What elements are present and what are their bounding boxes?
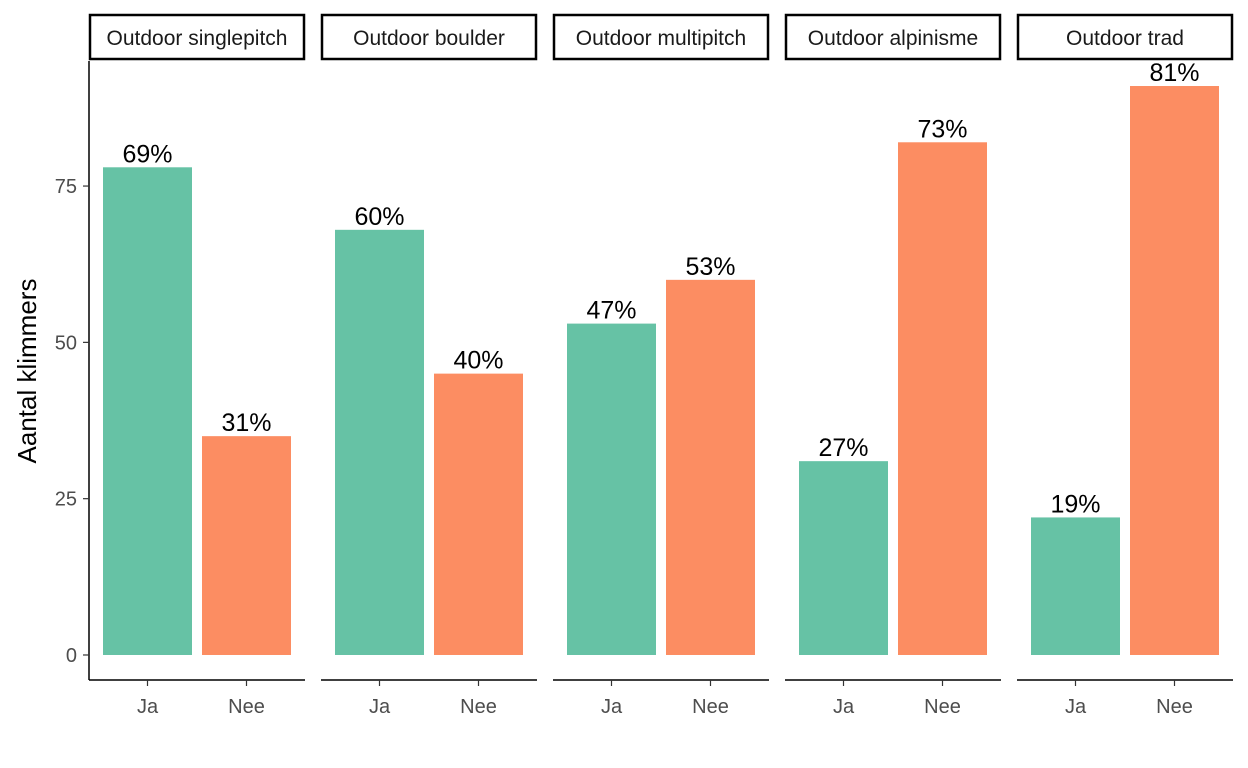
- y-tick-label: 50: [55, 332, 77, 354]
- bar-ja: [799, 461, 888, 655]
- facet-panel: Outdoor trad 19% Ja 81% Nee: [1016, 13, 1234, 718]
- facet-panel: Outdoor multipitch 47% Ja 53% Nee: [552, 13, 770, 718]
- x-tick-label: Nee: [460, 696, 497, 718]
- x-tick-label: Ja: [601, 696, 623, 718]
- y-axis-title: Aantal klimmers: [12, 279, 42, 464]
- bar-value-label: 53%: [685, 253, 735, 281]
- bar-value-label: 69%: [122, 140, 172, 168]
- bar-nee: [434, 373, 523, 655]
- bar-value-label: 47%: [586, 297, 636, 325]
- bar-ja: [1031, 517, 1120, 655]
- x-tick-label: Nee: [1156, 696, 1193, 718]
- x-tick-label: Nee: [924, 696, 961, 718]
- facet-strip-label: Outdoor trad: [1066, 27, 1184, 50]
- bar-value-label: 73%: [917, 115, 967, 143]
- bar-nee: [898, 142, 987, 655]
- bar-nee: [1130, 86, 1219, 655]
- x-tick-label: Nee: [228, 696, 265, 718]
- bar-value-label: 40%: [453, 347, 503, 375]
- bar-ja: [567, 323, 656, 655]
- x-tick-label: Ja: [1065, 696, 1087, 718]
- facet-panel: Outdoor alpinisme 27% Ja 73% Nee: [784, 13, 1002, 718]
- bar-nee: [202, 436, 291, 655]
- x-tick-label: Nee: [692, 696, 729, 718]
- y-tick-label: 75: [55, 176, 77, 198]
- facet-panel: Outdoor boulder 60% Ja 40% Nee: [320, 13, 538, 718]
- facet-strip-label: Outdoor multipitch: [576, 27, 746, 50]
- facet-strip: [784, 13, 1002, 61]
- x-tick-label: Ja: [137, 696, 159, 718]
- bar-value-label: 31%: [221, 409, 271, 437]
- bar-ja: [103, 167, 192, 655]
- facet-strip: [88, 13, 306, 61]
- bar-ja: [335, 229, 424, 655]
- facet-strip-label: Outdoor singlepitch: [107, 27, 288, 50]
- y-tick-label: 0: [66, 645, 77, 667]
- facet-strip-label: Outdoor alpinisme: [808, 27, 978, 50]
- facet-panel: Outdoor singlepitch 69% Ja 31% Nee: [88, 13, 306, 718]
- bar-value-label: 81%: [1149, 59, 1199, 87]
- facet-strip: [1016, 13, 1234, 61]
- bar-value-label: 60%: [354, 203, 404, 231]
- facet-strip: [552, 13, 770, 61]
- facet-strip-label: Outdoor boulder: [353, 27, 505, 50]
- x-tick-label: Ja: [369, 696, 391, 718]
- x-tick-label: Ja: [833, 696, 855, 718]
- facet-strip: [320, 13, 538, 61]
- bar-value-label: 19%: [1050, 490, 1100, 518]
- bar-value-label: 27%: [818, 434, 868, 462]
- y-tick-label: 25: [55, 489, 77, 511]
- bar-nee: [666, 279, 755, 655]
- y-axis: 0 25 50 75: [55, 61, 90, 680]
